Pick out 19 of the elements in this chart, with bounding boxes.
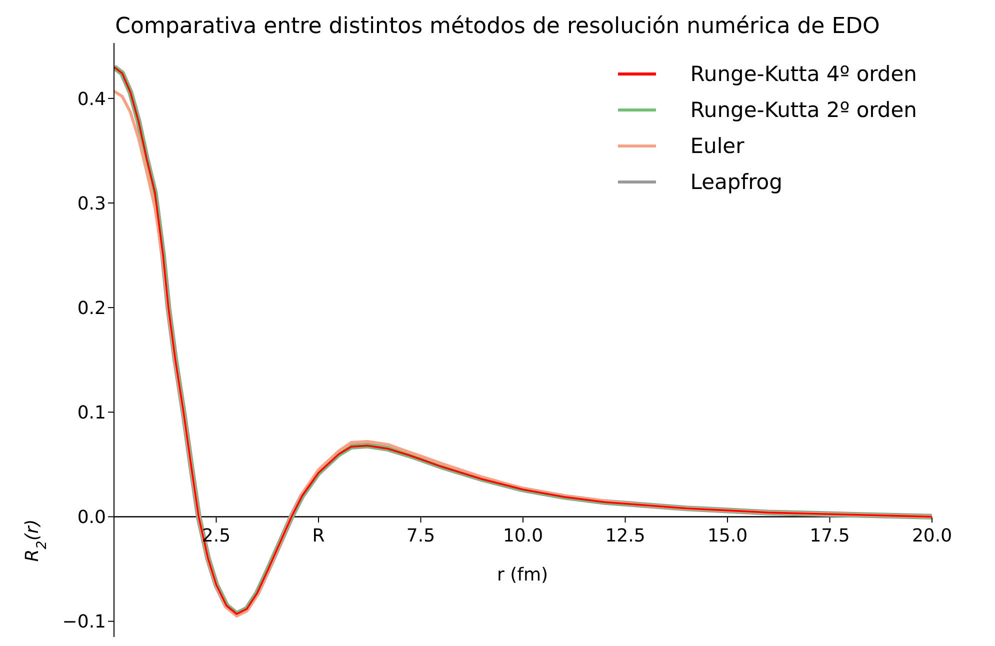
legend-label: Runge-Kutta 4º orden — [690, 62, 917, 86]
x-tick-label: 15.0 — [707, 526, 748, 547]
x-tick-label: R — [312, 526, 325, 547]
x-tick-label: 7.5 — [406, 526, 436, 547]
y-tick-label: 0.4 — [77, 88, 106, 110]
legend-label: Euler — [690, 134, 744, 158]
x-tick-label: 12.5 — [605, 526, 646, 547]
y-tick-label: 0.2 — [77, 298, 106, 319]
x-tick-label: 17.5 — [810, 526, 850, 547]
y-tick-label: 0.3 — [77, 193, 106, 214]
y-tick-label: 0.1 — [77, 402, 106, 424]
x-tick-label: 20.0 — [912, 526, 952, 547]
legend-label: Leapfrog — [690, 170, 782, 194]
x-axis-title: r (fm) — [496, 564, 548, 586]
y-tick-label: −0.1 — [62, 612, 106, 633]
legend-label: Runge-Kutta 2º orden — [690, 98, 917, 122]
chart-title: Comparativa entre distintos métodos de resolución numérica de EDO — [114, 14, 881, 39]
x-tick-label: 10.0 — [502, 526, 544, 547]
y-tick-label: 0.0 — [77, 507, 106, 528]
